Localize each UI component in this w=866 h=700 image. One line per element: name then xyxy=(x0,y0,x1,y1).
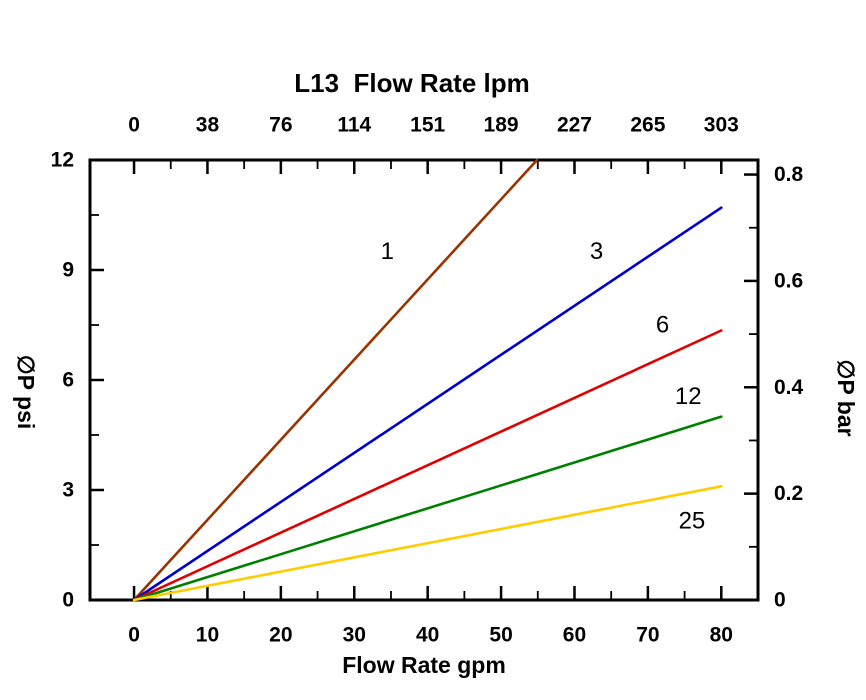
curve-label-3: 3 xyxy=(590,238,603,265)
y-tick-label-left: 6 xyxy=(62,369,74,392)
curve-25 xyxy=(132,485,723,602)
x-tick-label-top: 76 xyxy=(269,114,292,137)
y-tick-label-left: 3 xyxy=(62,479,74,502)
y-tick-label-left: 9 xyxy=(62,259,74,282)
curve-1 xyxy=(132,158,539,602)
x-tick-label-top: 0 xyxy=(128,114,140,137)
left-y-axis-label: ∅P psi xyxy=(13,355,39,430)
x-tick-label-bottom: 20 xyxy=(269,624,292,647)
x-tick-label-top: 303 xyxy=(704,114,739,137)
plot-frame xyxy=(88,158,760,602)
y-tick-label-left: 0 xyxy=(62,589,74,612)
curve-12 xyxy=(132,415,723,602)
curve-6 xyxy=(132,329,723,602)
series-labels-layer: 1 3 6 12 25 xyxy=(381,238,706,535)
plot-frame-layer xyxy=(88,158,760,602)
curve-label-12: 12 xyxy=(675,383,702,410)
x-tick-label-top: 151 xyxy=(410,114,445,137)
curve-label-1: 1 xyxy=(381,238,394,265)
x-tick-label-top: 189 xyxy=(484,114,519,137)
curve-label-6: 6 xyxy=(656,312,669,339)
curve-3 xyxy=(132,206,723,602)
y-tick-label-right: 0.6 xyxy=(774,269,803,292)
x-tick-label-bottom: 40 xyxy=(416,624,439,647)
tick-marks-layer xyxy=(91,158,757,602)
x-tick-label-bottom: 0 xyxy=(128,624,140,647)
x-tick-label-bottom: 50 xyxy=(489,624,512,647)
x-tick-label-top: 114 xyxy=(337,114,371,137)
curve-label-25: 25 xyxy=(679,508,706,535)
series-lines-layer xyxy=(132,158,723,602)
chart-title: L13 Flow Rate lpm xyxy=(294,68,530,98)
y-tick-label-right: 0.8 xyxy=(774,163,804,186)
x-tick-label-bottom: 70 xyxy=(636,624,659,647)
x-tick-label-bottom: 80 xyxy=(710,624,733,647)
x-tick-label-bottom: 30 xyxy=(343,624,366,647)
y-tick-label-left: 12 xyxy=(51,149,74,172)
x-tick-label-bottom: 10 xyxy=(196,624,219,647)
x-axis-label: Flow Rate gpm xyxy=(342,652,506,678)
y-tick-label-right: 0 xyxy=(774,589,786,612)
x-tick-label-top: 227 xyxy=(557,114,592,137)
y-tick-label-right: 0.2 xyxy=(774,482,803,505)
x-tick-label-top: 265 xyxy=(630,114,665,137)
x-tick-label-top: 38 xyxy=(196,114,220,137)
right-y-axis-label: ∅P bar xyxy=(833,359,859,436)
y-tick-label-right: 0.4 xyxy=(774,376,804,399)
tick-labels-layer: 0010382076301144015150189602277026580303… xyxy=(51,114,804,647)
x-tick-label-bottom: 60 xyxy=(563,624,586,647)
